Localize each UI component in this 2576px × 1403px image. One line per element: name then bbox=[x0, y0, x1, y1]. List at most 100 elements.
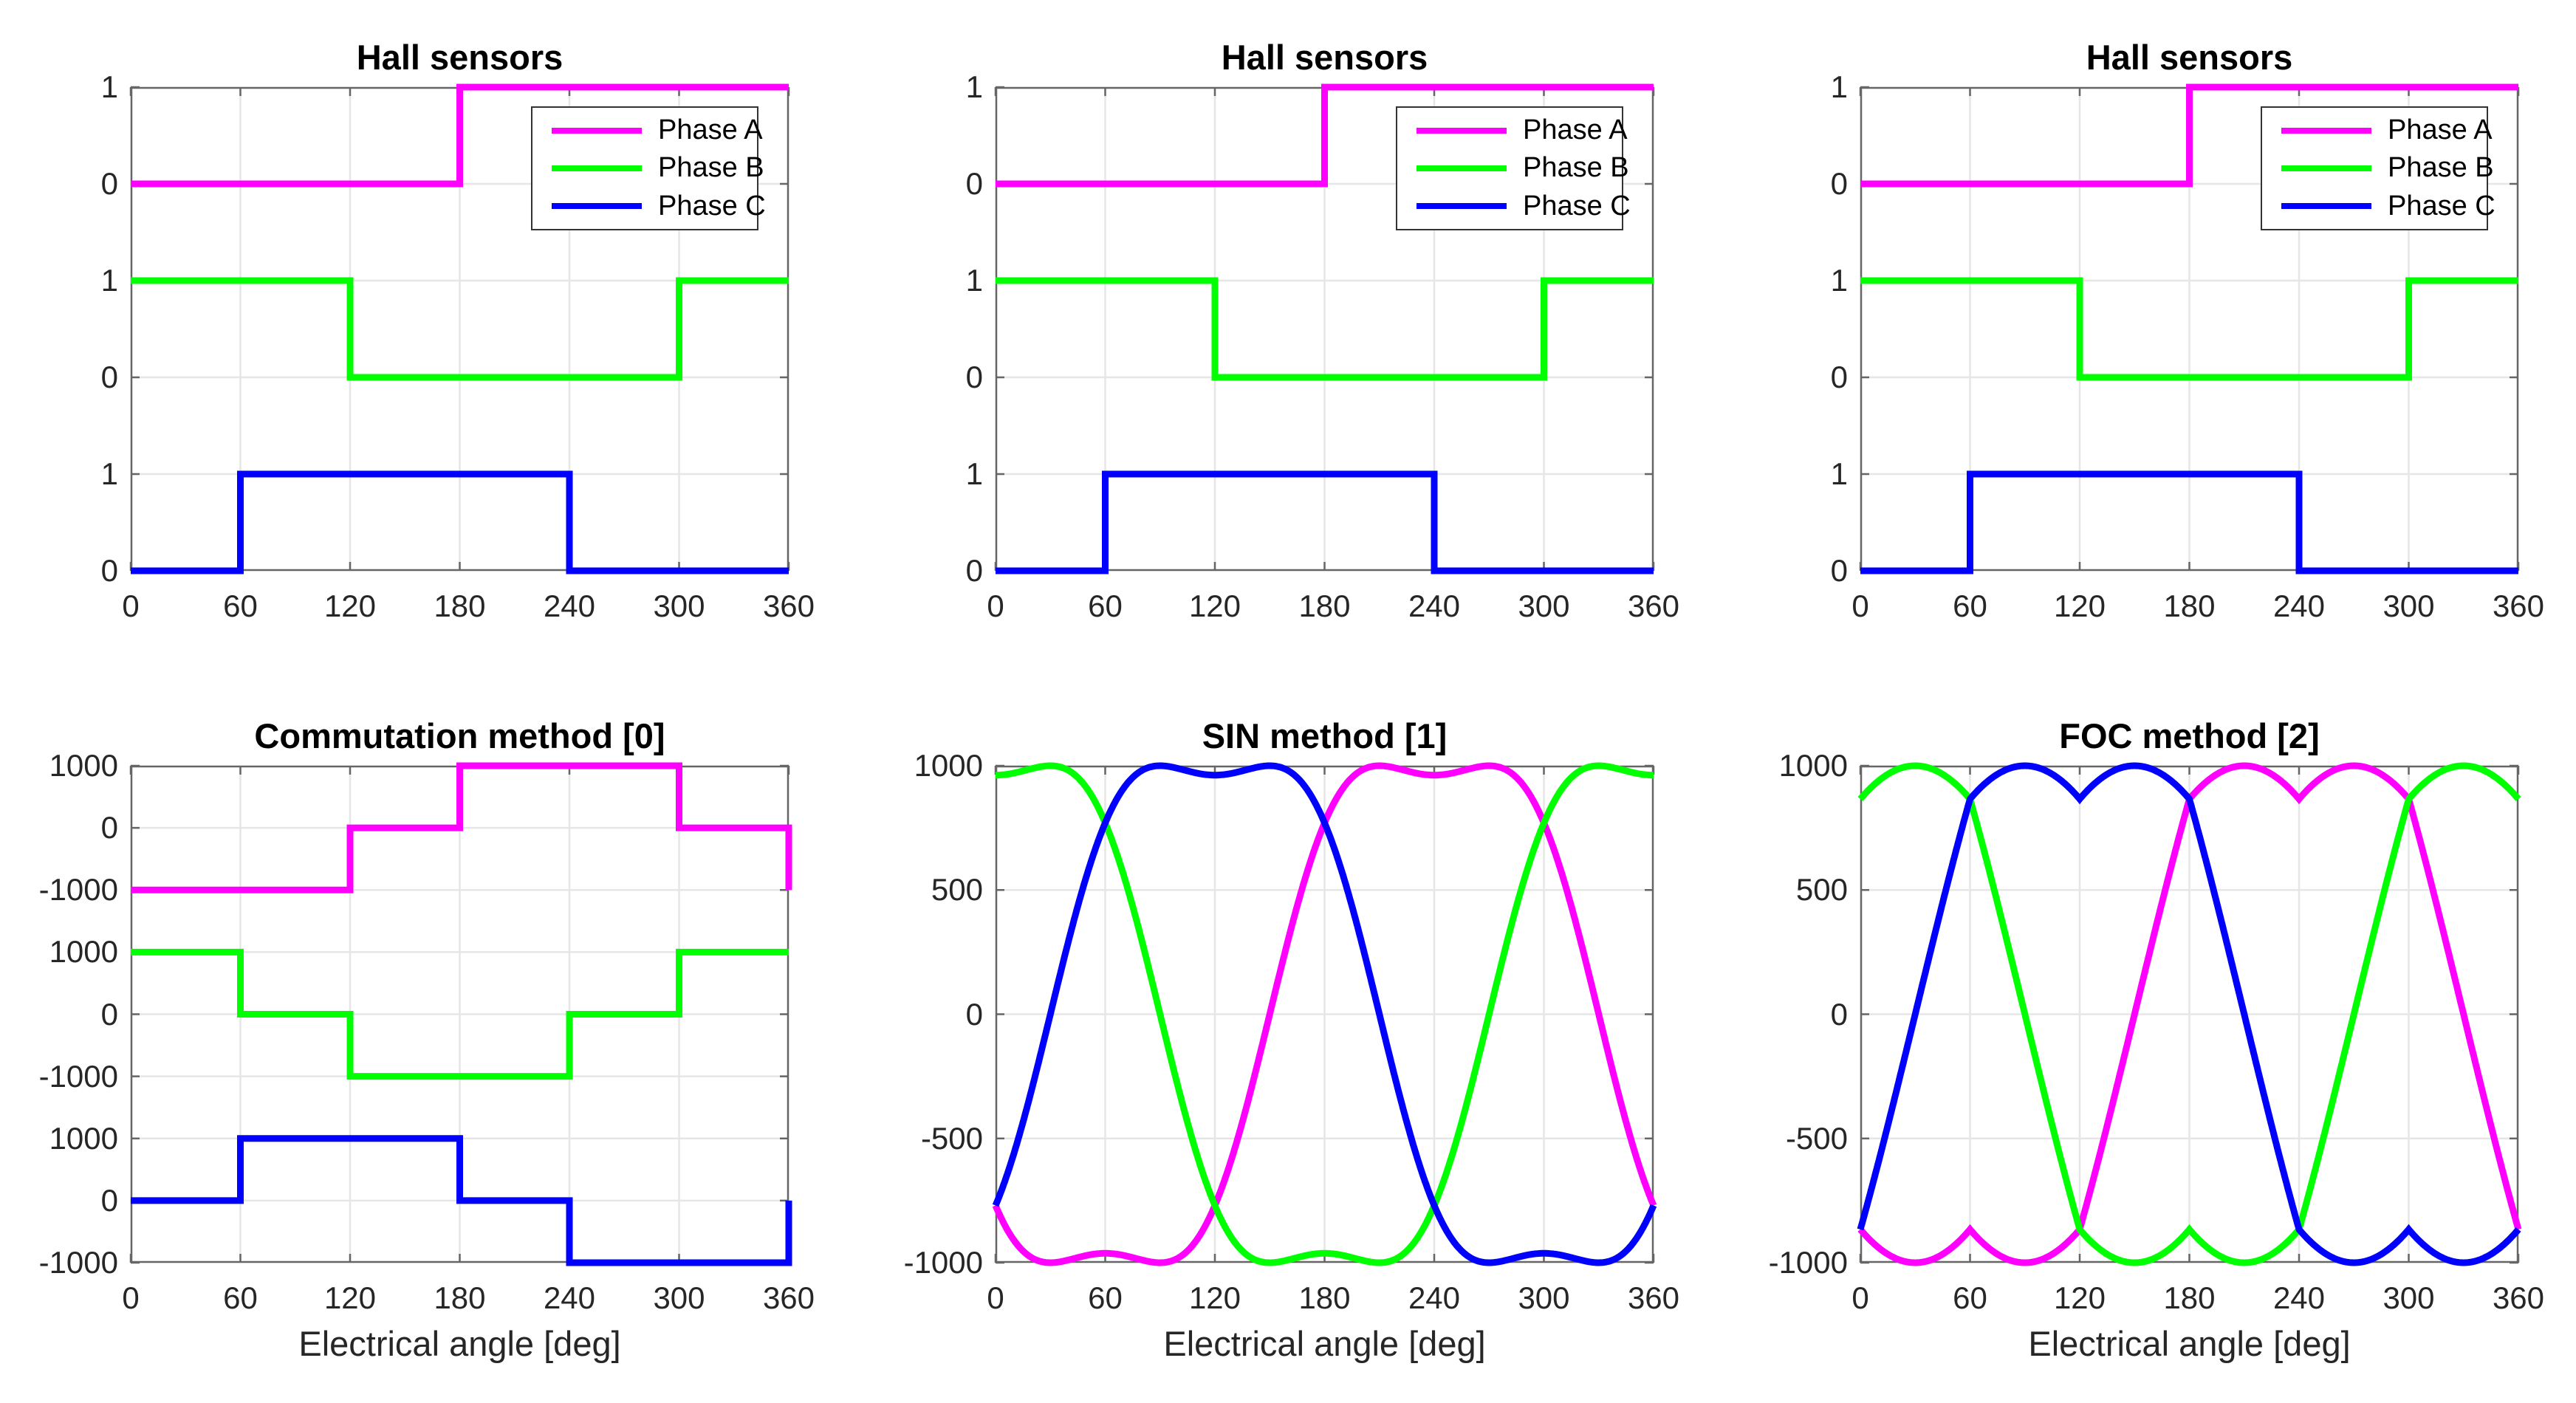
legend-item-phase-b: Phase B bbox=[2262, 152, 2494, 184]
y-tick-label: -1000 bbox=[1768, 1245, 1848, 1280]
x-tick-label: 120 bbox=[1188, 589, 1241, 623]
y-tick-label: 0 bbox=[100, 810, 118, 845]
plot-title: Hall sensors bbox=[1221, 38, 1428, 77]
y-tick-label: 0 bbox=[100, 996, 118, 1032]
legend-swatch-phase-c bbox=[1417, 203, 1507, 210]
foc-plot-canvas bbox=[1857, 762, 2522, 1266]
hall-plot-canvas bbox=[994, 83, 1655, 574]
x-tick-label: 0 bbox=[1852, 589, 1869, 623]
y-tick-label: 1 bbox=[100, 69, 118, 104]
subplot-hall-sensors-3: Hall sensors 0 60 120 180 240 300 360 1 0 1 0 1 0 Pha… bbox=[1831, 38, 2544, 623]
x-tick-label: 180 bbox=[2163, 589, 2216, 623]
hall-plot-canvas bbox=[129, 83, 790, 574]
x-tick-label: 120 bbox=[2053, 1280, 2106, 1315]
x-tick-label: 240 bbox=[543, 1280, 596, 1315]
y-tick-label: 0 bbox=[965, 360, 983, 394]
x-tick-label: 180 bbox=[434, 589, 486, 623]
legend-swatch-phase-b bbox=[552, 165, 642, 171]
x-tick-label: 0 bbox=[122, 589, 140, 623]
y-tick-label: -500 bbox=[1785, 1120, 1848, 1156]
x-tick-label: 300 bbox=[1518, 1280, 1570, 1315]
series-phase-a bbox=[1860, 83, 2518, 188]
x-tick-label: 300 bbox=[653, 589, 705, 623]
x-tick-label: 240 bbox=[543, 589, 596, 623]
x-tick-label: 60 bbox=[223, 1280, 258, 1315]
legend-swatch-phase-a bbox=[1417, 127, 1507, 134]
x-tick-label: 0 bbox=[122, 1280, 140, 1315]
y-tick-label: 0 bbox=[1830, 166, 1848, 201]
x-tick-label: 60 bbox=[1953, 1280, 1987, 1315]
y-tick-label: 0 bbox=[965, 166, 983, 201]
x-tick-label: 360 bbox=[2492, 589, 2545, 623]
x-tick-label: 120 bbox=[1188, 1280, 1241, 1315]
x-tick-label: 60 bbox=[1088, 589, 1123, 623]
axes-box bbox=[995, 765, 1654, 1263]
y-tick-label: 0 bbox=[1830, 360, 1848, 394]
y-tick-label: 0 bbox=[965, 553, 983, 588]
legend-swatch-phase-c bbox=[2281, 203, 2371, 210]
series-phase-c bbox=[1857, 762, 2521, 1266]
y-tick-label: 1 bbox=[965, 69, 983, 104]
legend-item-phase-c: Phase C bbox=[532, 191, 766, 222]
y-tick-label: 1 bbox=[100, 456, 118, 491]
legend-label: Phase A bbox=[658, 114, 763, 146]
y-tick-label: 0 bbox=[100, 360, 118, 394]
legend-swatch-phase-b bbox=[2281, 165, 2371, 171]
y-tick-label: 1 bbox=[965, 263, 983, 298]
hall-plot-canvas bbox=[1859, 83, 2520, 574]
x-tick-label: 300 bbox=[1518, 589, 1570, 623]
legend-label: Phase C bbox=[2388, 190, 2496, 222]
series-phase-c bbox=[1860, 470, 2518, 574]
y-tick-label: 500 bbox=[1795, 872, 1848, 908]
y-tick-label: 1 bbox=[100, 263, 118, 298]
y-tick-label: 500 bbox=[931, 872, 983, 908]
legend-item-phase-a: Phase A bbox=[1397, 114, 1628, 146]
legend-label: Phase B bbox=[2388, 152, 2494, 184]
y-tick-label: 1 bbox=[965, 456, 983, 491]
x-tick-label: 180 bbox=[1298, 589, 1351, 623]
plot-title: Hall sensors bbox=[2086, 38, 2293, 77]
series-phase-c bbox=[996, 470, 1654, 574]
plot-title: Hall sensors bbox=[356, 38, 564, 77]
x-tick-label: 300 bbox=[2383, 1280, 2435, 1315]
series-phase-a bbox=[996, 83, 1654, 188]
subplot-hall-sensors-1: Hall sensors 0 60 120 180 240 300 360 1 0 1 0 1 0 Pha… bbox=[101, 38, 815, 623]
series-phase-c bbox=[131, 470, 789, 574]
legend-item-phase-c: Phase C bbox=[2262, 191, 2496, 222]
x-tick-label: 180 bbox=[1298, 1280, 1351, 1315]
series-phase-b bbox=[996, 277, 1654, 381]
legend-label: Phase A bbox=[1523, 114, 1628, 146]
x-tick-label: 360 bbox=[2492, 1280, 2545, 1315]
grid-lines bbox=[996, 766, 1654, 1263]
y-tick-label: 0 bbox=[100, 1182, 118, 1218]
x-axis-label: Electrical angle [deg] bbox=[298, 1324, 621, 1363]
y-tick-label: 1000 bbox=[49, 748, 118, 783]
y-tick-label: 1000 bbox=[49, 934, 118, 970]
legend-item-phase-b: Phase B bbox=[532, 152, 764, 184]
series-phase-c bbox=[992, 762, 1657, 1266]
legend-item-phase-b: Phase B bbox=[1397, 152, 1629, 184]
plot-title: FOC method [2] bbox=[2059, 716, 2320, 755]
legend-item-phase-a: Phase A bbox=[532, 114, 763, 146]
legend: Phase A Phase B Phase C bbox=[531, 106, 766, 230]
series-phase-b bbox=[131, 277, 789, 381]
legend-label: Phase B bbox=[1523, 152, 1629, 184]
y-tick-label: 0 bbox=[1830, 553, 1848, 588]
x-tick-label: 120 bbox=[323, 1280, 377, 1315]
x-tick-label: 240 bbox=[2272, 589, 2326, 623]
x-tick-label: 360 bbox=[1627, 1280, 1680, 1315]
legend-swatch-phase-a bbox=[2281, 127, 2371, 134]
y-tick-label: 0 bbox=[100, 166, 118, 201]
y-tick-label: -1000 bbox=[38, 1245, 118, 1280]
y-tick-label: 0 bbox=[100, 553, 118, 588]
legend: Phase A Phase B Phase C bbox=[1396, 106, 1631, 230]
x-tick-label: 300 bbox=[2383, 589, 2435, 623]
x-tick-label: 360 bbox=[762, 1280, 815, 1315]
axes-box bbox=[1860, 765, 2519, 1263]
plot-title: Commutation method [0] bbox=[254, 716, 665, 755]
x-axis-label: Electrical angle [deg] bbox=[2028, 1324, 2351, 1363]
x-tick-label: 60 bbox=[223, 589, 258, 623]
legend-swatch-phase-b bbox=[1417, 165, 1507, 171]
subplot-hall-sensors-2: Hall sensors 0 60 120 180 240 300 360 1 0 1 0 1 0 Pha… bbox=[966, 38, 1679, 623]
x-tick-label: 0 bbox=[987, 1280, 1004, 1315]
